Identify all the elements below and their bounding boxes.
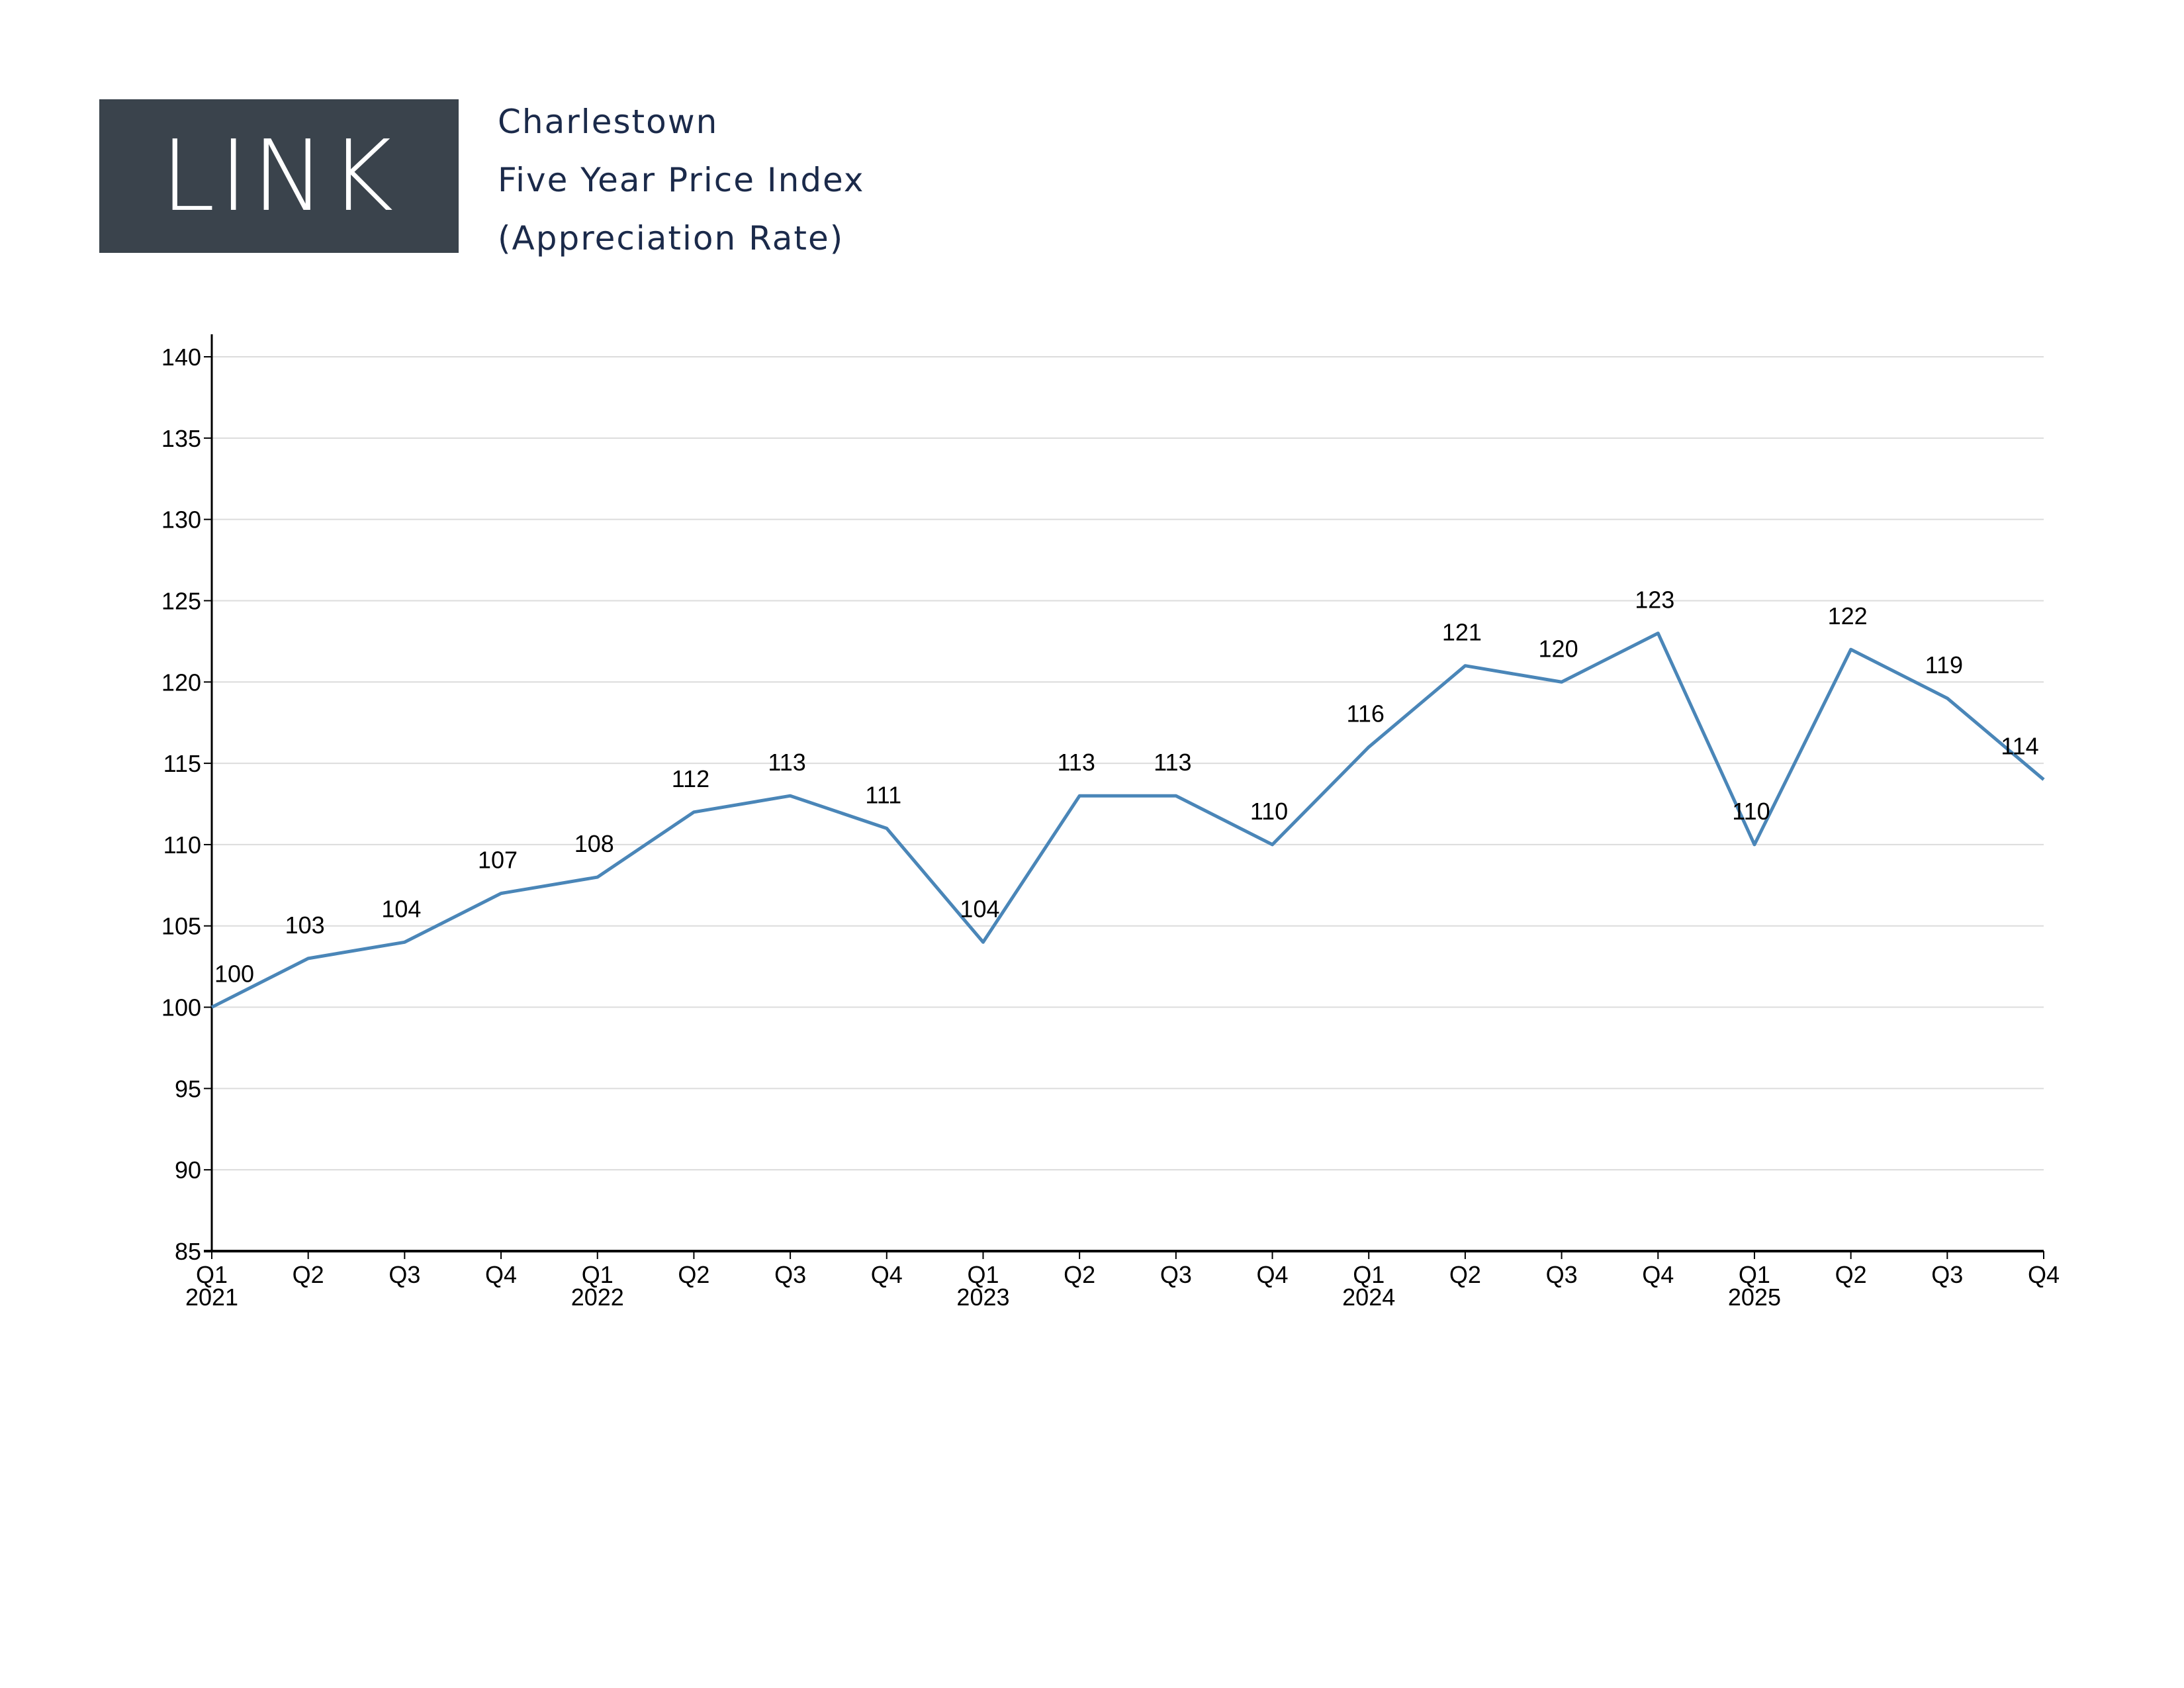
y-tick-label: 110: [163, 831, 201, 859]
x-year-label: 2021: [185, 1284, 238, 1311]
data-label: 100: [214, 961, 254, 988]
x-year-label: 2022: [571, 1284, 624, 1311]
x-year-label: 2025: [1728, 1284, 1781, 1311]
x-tick-label: Q1: [582, 1261, 614, 1288]
y-tick-label: 100: [161, 994, 201, 1021]
data-label: 114: [2001, 733, 2038, 760]
x-tick-label: Q3: [1546, 1261, 1578, 1288]
data-label: 110: [1250, 798, 1288, 825]
x-tick-label: Q2: [1835, 1261, 1867, 1288]
data-label: 116: [1347, 700, 1385, 727]
y-tick-label: 130: [161, 506, 201, 534]
chart-title: Charlestown Five Year Price Index (Appre…: [498, 93, 865, 267]
y-tick-label: 125: [161, 587, 201, 614]
data-label: 104: [381, 895, 421, 922]
x-tick-label: Q3: [1160, 1261, 1192, 1288]
x-tick-label: Q1: [967, 1261, 999, 1288]
y-tick-label: 135: [161, 425, 201, 452]
data-label: 113: [1154, 749, 1191, 776]
data-label: 108: [574, 830, 614, 857]
y-tick-label: 105: [161, 913, 201, 940]
x-tick-label: Q2: [293, 1261, 324, 1288]
title-line-name: Five Year Price Index: [498, 161, 865, 199]
data-label: 121: [1442, 619, 1482, 646]
x-tick-label: Q3: [774, 1261, 806, 1288]
data-label: 103: [285, 912, 325, 939]
data-label: 104: [960, 895, 999, 922]
link-logo: LINK: [99, 99, 459, 253]
y-tick-label: 95: [175, 1075, 201, 1102]
data-label: 122: [1828, 602, 1868, 630]
x-tick-label: Q3: [1931, 1261, 1963, 1288]
x-year-label: 2023: [956, 1284, 1009, 1311]
x-tick-label: Q2: [1064, 1261, 1095, 1288]
x-tick-label: Q2: [1449, 1261, 1481, 1288]
data-label: 120: [1539, 635, 1578, 662]
title-line-location: Charlestown: [498, 103, 719, 141]
data-label: 119: [1925, 651, 1963, 679]
x-tick-label: Q4: [2028, 1261, 2060, 1288]
x-tick-label: Q4: [485, 1261, 517, 1288]
x-tick-label: Q4: [1257, 1261, 1289, 1288]
data-label: 113: [768, 749, 805, 776]
data-label: 123: [1635, 586, 1674, 614]
data-label: 113: [1057, 749, 1095, 776]
y-tick-label: 120: [161, 669, 201, 696]
x-tick-label: Q1: [196, 1261, 228, 1288]
y-tick-label: 140: [161, 344, 201, 371]
data-label: 111: [865, 781, 901, 808]
x-tick-label: Q4: [1642, 1261, 1674, 1288]
y-tick-label: 115: [163, 750, 201, 777]
x-tick-label: Q1: [1353, 1261, 1385, 1288]
data-label: 110: [1732, 798, 1770, 825]
data-label: 107: [478, 847, 518, 874]
x-tick-label: Q4: [871, 1261, 903, 1288]
logo-text: LINK: [160, 119, 398, 233]
y-tick-label: 90: [175, 1156, 201, 1184]
x-tick-label: Q1: [1739, 1261, 1770, 1288]
data-label: 112: [672, 765, 709, 792]
title-line-subtitle: (Appreciation Rate): [498, 219, 844, 258]
y-tick-label: 85: [175, 1238, 201, 1265]
series-line: [210, 632, 2045, 1009]
x-tick-label: Q3: [388, 1261, 420, 1288]
x-year-label: 2024: [1342, 1284, 1395, 1311]
x-tick-label: Q2: [678, 1261, 709, 1288]
